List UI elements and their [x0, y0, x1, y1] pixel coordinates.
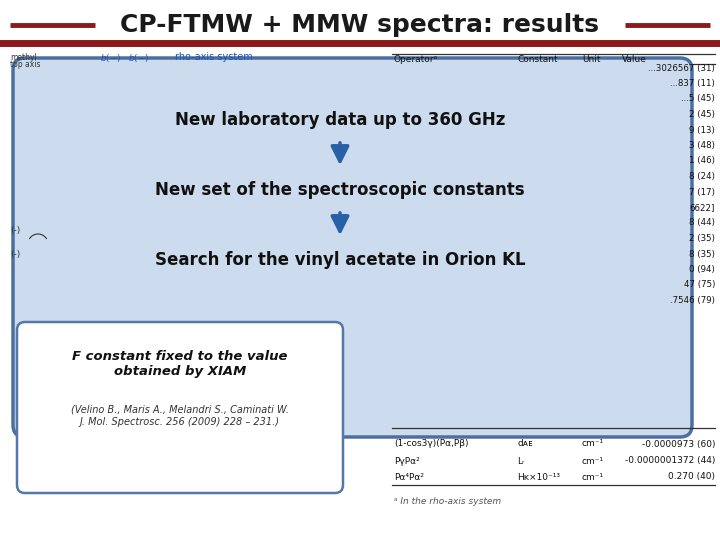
Text: cm⁻¹: cm⁻¹ — [582, 456, 604, 465]
Text: .7546 (79): .7546 (79) — [670, 296, 715, 305]
Text: ...3026567 (31): ...3026567 (31) — [648, 64, 715, 72]
Text: 8 (24): 8 (24) — [689, 172, 715, 181]
Text: ...5 (45): ...5 (45) — [681, 94, 715, 104]
Text: 0.270 (40): 0.270 (40) — [668, 472, 715, 482]
Text: Value: Value — [622, 55, 647, 64]
Text: ...837 (11): ...837 (11) — [670, 79, 715, 88]
Text: (1-cos3γ)(Pα,Pβ): (1-cos3γ)(Pα,Pβ) — [394, 440, 469, 449]
Text: top axis: top axis — [10, 60, 40, 69]
Text: (-): (-) — [10, 251, 20, 260]
Text: Operatorᵃ: Operatorᵃ — [394, 55, 438, 64]
Text: ᵃ In the rho-axis system: ᵃ In the rho-axis system — [394, 497, 501, 507]
Text: rho-axis system: rho-axis system — [175, 52, 253, 62]
Text: 1 (46): 1 (46) — [689, 157, 715, 165]
Text: 9 (13): 9 (13) — [689, 125, 715, 134]
Text: methyl: methyl — [10, 53, 37, 62]
Text: Search for the vinyl acetate in Orion KL: Search for the vinyl acetate in Orion KL — [155, 251, 526, 269]
Text: $b(-)$: $b(-)$ — [100, 52, 122, 64]
FancyArrowPatch shape — [332, 213, 348, 231]
Text: Constant: Constant — [517, 55, 557, 64]
Text: 6622]: 6622] — [690, 203, 715, 212]
Text: Pα⁴Pα²: Pα⁴Pα² — [394, 472, 424, 482]
Text: CP-FTMW + MMW spectra: results: CP-FTMW + MMW spectra: results — [120, 13, 600, 37]
Text: dᴀᴇ: dᴀᴇ — [517, 440, 533, 449]
Text: $b(-)$: $b(-)$ — [128, 52, 150, 64]
Text: 2 (45): 2 (45) — [689, 110, 715, 119]
Text: cm⁻¹: cm⁻¹ — [582, 472, 604, 482]
Text: 2 (35): 2 (35) — [689, 234, 715, 243]
Text: -0.0000973 (60): -0.0000973 (60) — [642, 440, 715, 449]
FancyArrowPatch shape — [332, 143, 348, 161]
FancyBboxPatch shape — [17, 322, 343, 493]
Text: (-): (-) — [10, 226, 20, 234]
Text: Hᴋ×10⁻¹³: Hᴋ×10⁻¹³ — [517, 472, 560, 482]
Text: 8 (44): 8 (44) — [689, 219, 715, 227]
Text: 47 (75): 47 (75) — [683, 280, 715, 289]
Text: 0 (94): 0 (94) — [689, 265, 715, 274]
Text: Unit: Unit — [582, 55, 600, 64]
Text: cm⁻¹: cm⁻¹ — [582, 440, 604, 449]
Text: 7 (17): 7 (17) — [689, 187, 715, 197]
Text: -0.0000001372 (44): -0.0000001372 (44) — [625, 456, 715, 465]
Text: New set of the spectroscopic constants: New set of the spectroscopic constants — [156, 181, 525, 199]
Text: PγPα²: PγPα² — [394, 456, 420, 465]
Text: 8 (35): 8 (35) — [689, 249, 715, 259]
Text: J. Mol. Spectrosc. 256 (2009) 228 – 231.): J. Mol. Spectrosc. 256 (2009) 228 – 231.… — [80, 417, 280, 427]
Text: 3 (48): 3 (48) — [689, 141, 715, 150]
Text: New laboratory data up to 360 GHz: New laboratory data up to 360 GHz — [175, 111, 505, 129]
Text: F constant fixed to the value: F constant fixed to the value — [72, 349, 288, 362]
Text: (Velino B., Maris A., Melandri S., Caminati W.: (Velino B., Maris A., Melandri S., Camin… — [71, 405, 289, 415]
Text: obtained by XIAM: obtained by XIAM — [114, 366, 246, 379]
FancyBboxPatch shape — [13, 58, 692, 437]
Text: Lᵣ: Lᵣ — [517, 456, 524, 465]
